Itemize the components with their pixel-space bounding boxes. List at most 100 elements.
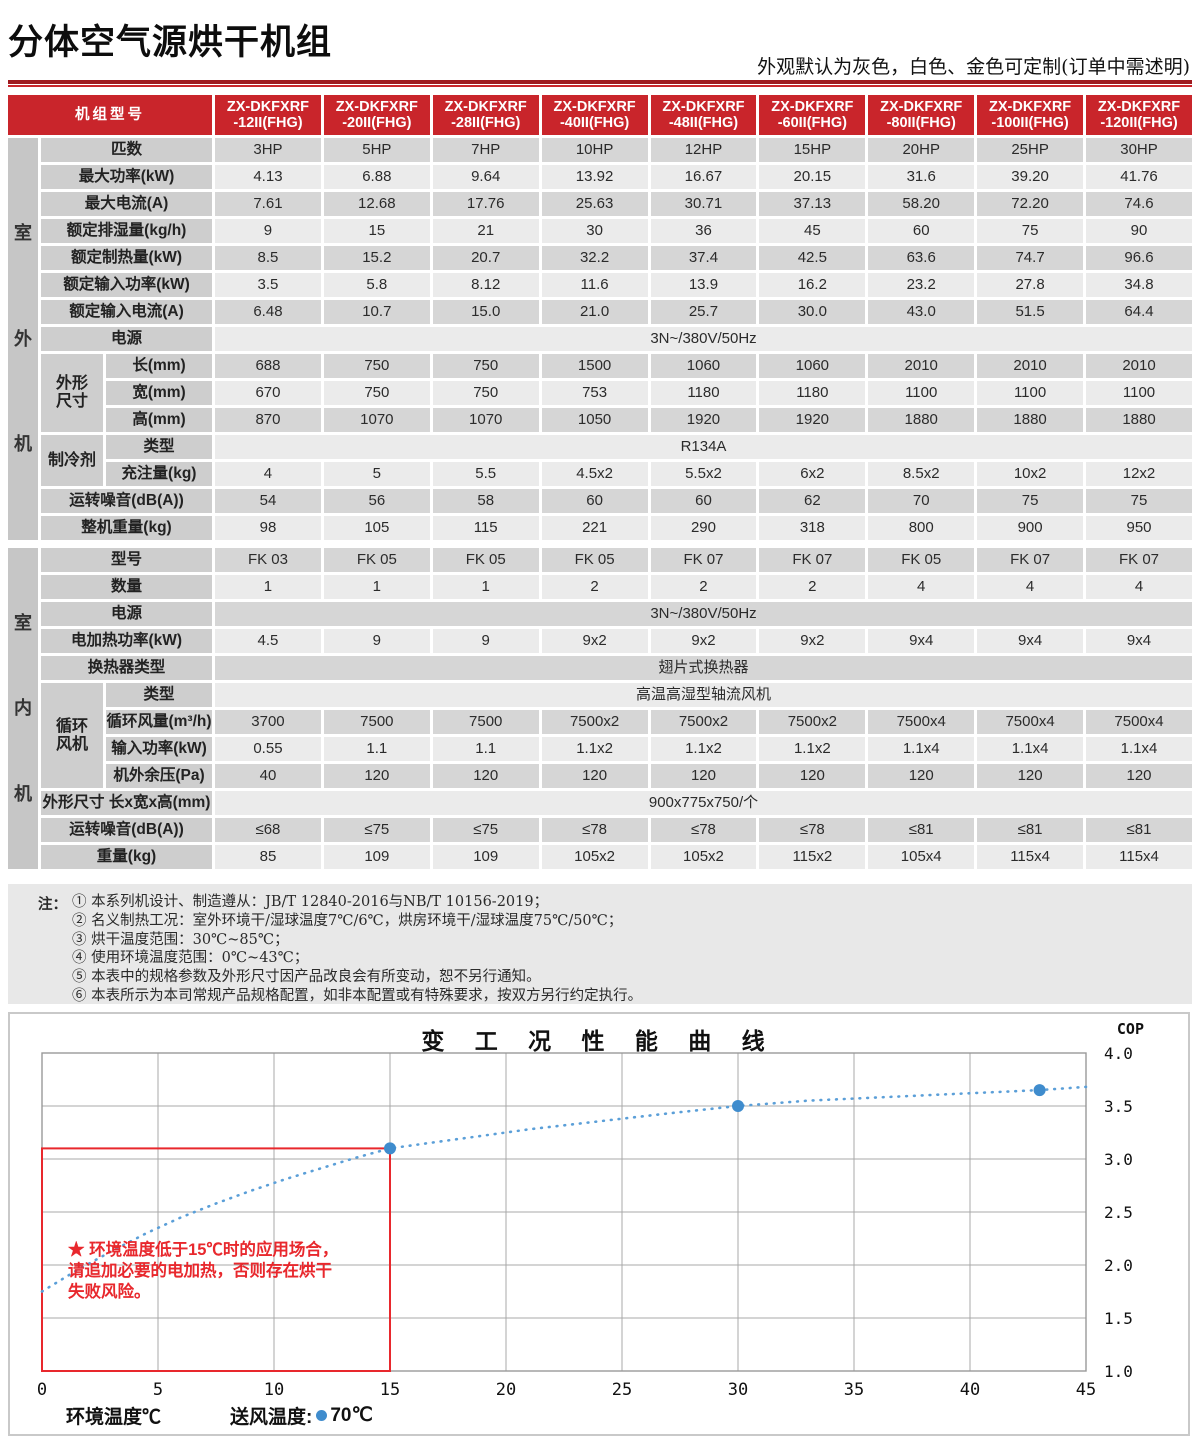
table-cell-value: FK 07 [977,548,1084,572]
x-tick-label: 5 [153,1380,163,1400]
table-cell-value: 2 [541,575,648,599]
table-cell-value: 0.55 [215,737,321,761]
table-cell-value: 16.2 [759,273,866,297]
table-cell-value: FK 05 [541,548,648,572]
table-cell-value: 4.5 [215,629,321,653]
table-cell-value: 9 [215,219,321,243]
row-label: 长(mm) [106,354,213,378]
table-cell-value: 74.6 [1086,192,1192,216]
table-cell-value: 2010 [1086,354,1192,378]
model-header-cell: ZX-DKFXRF -120II(FHG) [1086,95,1192,135]
x-tick-label: 15 [380,1380,400,1400]
table-cell-value: 1060 [759,354,866,378]
table-cell-value: 96.6 [1086,246,1192,270]
band-vertical-label: 室外机 [8,138,38,540]
table-cell-value: 290 [650,516,757,540]
table-cell-value: 115x4 [977,845,1084,869]
table-cell-value: 4 [1086,575,1192,599]
curve-data-point [1033,1084,1046,1097]
model-header-cell: ZX-DKFXRF -100II(FHG) [977,95,1084,135]
table-cell-value: 37.4 [650,246,757,270]
row-label: 电源 [41,602,213,626]
table-cell-value: 120 [759,764,866,788]
table-cell-value: 120 [541,764,648,788]
table-cell-value: 1 [215,575,321,599]
table-row: 运转噪音(dB(A)) ≤68 ≤75 ≤75 ≤78 ≤78 ≤78 ≤81 ≤81 ≤81 [8,818,1192,842]
row-label: 额定制热量(kW) [41,246,213,270]
y-tick-label: 2.0 [1104,1256,1133,1275]
table-cell-value: 9x4 [977,629,1084,653]
table-row: 额定输入电流(A) 6.48 10.7 15.0 21.0 25.7 30.0 43.0 51.… [8,300,1192,324]
table-cell-value: 85 [215,845,321,869]
legend-dot-icon [316,1410,328,1421]
band-char: 外 [14,328,32,349]
table-cell-value: FK 05 [323,548,430,572]
y-tick-label: 1.5 [1104,1309,1133,1328]
table-cell-value: 60 [541,489,648,513]
x-tick-label: 20 [496,1380,516,1400]
table-cell-value: 1.1 [432,737,539,761]
table-cell-value: 40 [215,764,321,788]
table-cell-value: 4.13 [215,165,321,189]
spec-table: 机组型号 ZX-DKFXRF -12II(FHG) ZX-DKFXRF -20II(… [5,92,1195,872]
table-cell-value: 51.5 [977,300,1084,324]
band-char: 室 [14,613,32,634]
row-label: 循环风量(m³/h) [106,710,213,734]
table-cell-value: 23.2 [868,273,975,297]
table-row: 整机重量(kg) 98 105 115 221 290 318 800 900 950 [8,516,1192,540]
table-cell-value: 7500 [432,710,539,734]
table-cell-value: 10x2 [977,462,1084,486]
table-cell-value: ≤78 [650,818,757,842]
table-row: 室外机匹数 3HP 5HP 7HP 10HP 12HP 15HP 20HP 25HP 30HP [8,138,1192,540]
legend-value: 70℃ [330,1405,373,1426]
table-cell-value: 21.0 [541,300,648,324]
page-subtitle: 外观默认为灰色，白色、金色可定制(订单中需述明) [757,56,1190,78]
table-row: 重量(kg) 85 109 109 105x2 105x2 115x2 105x4 115x4 1… [8,845,1192,869]
row-group-label: 循环 风机 [41,683,103,788]
table-cell-value: 5HP [323,138,430,162]
table-cell-value: 72.20 [977,192,1084,216]
band-char: 机 [14,434,32,455]
table-row: 额定制热量(kW) 8.5 15.2 20.7 32.2 37.4 42.5 63.6 74.7… [8,246,1192,270]
table-cell-value: 13.9 [650,273,757,297]
table-cell-value: ≤81 [868,818,975,842]
table-cell-value: 5 [323,462,430,486]
table-cell-value: 15.2 [323,246,430,270]
table-cell-value: 25.63 [541,192,648,216]
table-cell-value: 98 [215,516,321,540]
table-cell-value: 45 [759,219,866,243]
model-header-cell: ZX-DKFXRF -12II(FHG) [215,95,321,135]
table-cell-value: 30.71 [650,192,757,216]
table-cell-value: 63.6 [868,246,975,270]
table-span-value: 3N~/380V/50Hz [215,602,1192,626]
table-cell-value: 25.7 [650,300,757,324]
table-cell-value: 12.68 [323,192,430,216]
table-cell-value: 2010 [977,354,1084,378]
table-cell-value: 1180 [759,381,866,405]
table-cell-value: 1060 [650,354,757,378]
table-cell-value: 1.1x4 [977,737,1084,761]
row-label: 额定输入电流(A) [41,300,213,324]
table-cell-value: 7500x2 [650,710,757,734]
table-cell-value: 4.5x2 [541,462,648,486]
model-header-cell: ZX-DKFXRF -20II(FHG) [323,95,430,135]
x-tick-label: 30 [728,1380,748,1400]
table-cell-value: 750 [323,381,430,405]
row-label: 整机重量(kg) [41,516,213,540]
table-cell-value: 800 [868,516,975,540]
table-cell-value: 13.92 [541,165,648,189]
row-label: 换热器类型 [41,656,213,680]
table-cell-value: 1070 [432,408,539,432]
section-gap-cell [8,543,1192,545]
table-cell-value: 8.5 [215,246,321,270]
table-row: 电源 3N~/380V/50Hz [8,602,1192,626]
table-cell-value: 90 [1086,219,1192,243]
y-tick-label: 4.0 [1104,1044,1133,1063]
row-label: 类型 [106,435,213,459]
table-cell-value: ≤68 [215,818,321,842]
x-tick-label: 25 [612,1380,632,1400]
table-cell-value: 20.15 [759,165,866,189]
table-cell-value: 6x2 [759,462,866,486]
table-cell-value: 15.0 [432,300,539,324]
x-tick-label: 40 [960,1380,980,1400]
